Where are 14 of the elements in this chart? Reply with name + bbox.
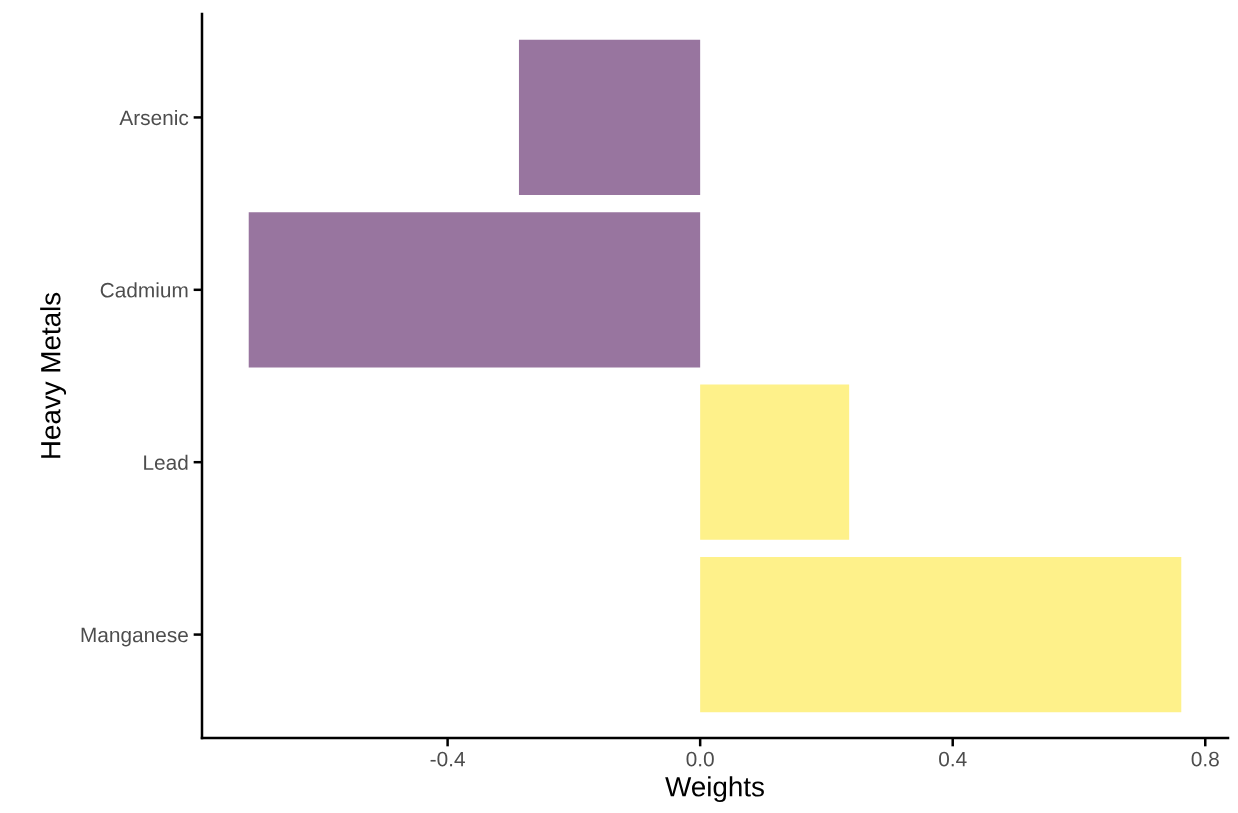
x-tick-label: 0.8	[1191, 751, 1219, 767]
x-tick-label: 0.4	[939, 751, 967, 767]
x-tick-label: 0.0	[686, 751, 714, 767]
y-tick-label: Cadmium	[100, 282, 188, 298]
x-axis-title: Weights	[665, 776, 764, 803]
bar	[700, 557, 1182, 713]
y-tick-label: Manganese	[81, 627, 188, 647]
y-axis-title: Heavy Metals	[40, 292, 67, 458]
bar	[248, 212, 701, 368]
x-tick-label: -0.4	[430, 751, 465, 767]
bar	[518, 39, 701, 195]
y-tick-label: Lead	[144, 454, 188, 470]
y-tick-label: Arsenic	[119, 109, 189, 126]
bar	[700, 384, 850, 540]
